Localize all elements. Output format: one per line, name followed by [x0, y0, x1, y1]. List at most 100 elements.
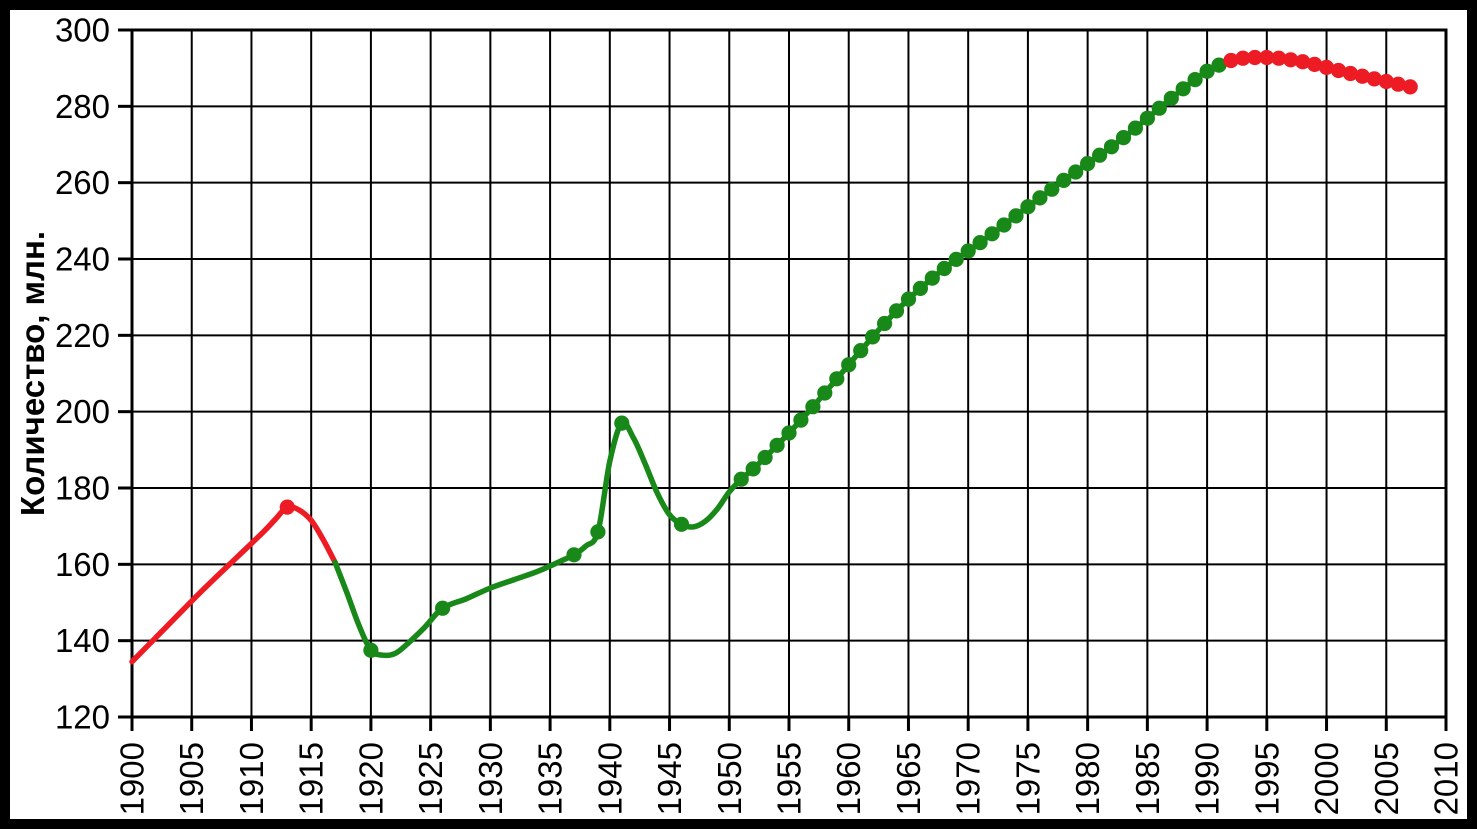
y-axis-tick-label: 280 [55, 88, 110, 125]
data-point-marker [924, 270, 940, 286]
plot-border [130, 28, 1448, 719]
x-axis-tick-label: 2010 [1428, 742, 1465, 815]
data-point-marker [733, 471, 749, 487]
x-axis-tick-label: 1945 [651, 742, 688, 815]
data-point-marker [829, 371, 845, 387]
data-point-marker [1092, 147, 1108, 163]
x-axis-tick-label: 1940 [591, 742, 628, 815]
data-point-marker [1390, 76, 1406, 92]
data-point-marker [1080, 156, 1096, 172]
data-point-marker [972, 235, 988, 251]
data-point-marker [1295, 54, 1311, 70]
data-point-marker [1223, 52, 1239, 69]
y-axis-tick-label: 220 [55, 317, 110, 354]
data-point-marker [1068, 164, 1084, 180]
data-point-marker [1366, 71, 1382, 87]
y-axis-tick-label: 200 [55, 393, 110, 430]
data-point-marker [1354, 68, 1370, 84]
data-point-marker [673, 516, 690, 532]
data-point-marker [1056, 172, 1072, 188]
data-point-marker [1307, 56, 1323, 72]
data-point-marker [1283, 52, 1299, 68]
data-point-marker [793, 412, 809, 428]
x-axis-tick-label: 1965 [890, 742, 927, 815]
data-point-marker [877, 315, 893, 332]
data-point-marker [1235, 50, 1251, 66]
data-point-marker [1044, 181, 1060, 197]
data-point-marker [1199, 63, 1215, 79]
data-point-marker [1163, 90, 1179, 106]
data-point-marker [363, 642, 379, 658]
data-point-marker [936, 260, 952, 277]
data-point-marker [1151, 100, 1167, 116]
data-point-marker [888, 303, 905, 319]
y-axis-tick-label: 240 [55, 241, 110, 278]
data-point-marker [817, 385, 833, 401]
data-point-marker [1127, 120, 1143, 136]
x-axis-tick-label: 1920 [352, 742, 389, 815]
series-line-red-early-segment-1900-1917 [129, 503, 338, 665]
data-point-marker [1318, 59, 1335, 75]
axis-ticks [118, 28, 1448, 731]
data-point-marker [841, 357, 857, 373]
data-point-marker [757, 449, 773, 466]
x-axis-tick-label: 2005 [1368, 742, 1405, 815]
data-point-marker [1402, 79, 1418, 95]
data-point-marker [1103, 139, 1120, 155]
x-axis-tick-label: 1955 [771, 742, 808, 815]
y-axis-title: Количество, млн. [14, 231, 51, 516]
data-point-marker [960, 243, 976, 259]
x-axis-tick-label: 1905 [173, 742, 210, 815]
data-point-marker [1115, 130, 1132, 146]
data-point-marker [1247, 49, 1263, 66]
data-point-marker [279, 499, 295, 515]
y-axis-tick-label: 260 [55, 164, 110, 201]
data-point-marker [769, 437, 785, 453]
data-point-marker [1342, 65, 1358, 82]
data-point-marker [996, 217, 1012, 233]
data-point-marker [781, 425, 797, 441]
data-point-marker [566, 547, 582, 563]
data-point-marker [853, 343, 869, 359]
x-axis-tick-label: 1930 [472, 742, 509, 815]
x-axis-tick-label: 1990 [1189, 742, 1226, 815]
data-point-marker [900, 291, 917, 307]
data-point-marker [984, 226, 1000, 242]
data-point-marker [948, 251, 964, 267]
data-point-marker [1187, 72, 1203, 88]
y-axis-tick-label: 160 [55, 546, 110, 583]
data-point-marker [1330, 62, 1347, 79]
data-point-marker [1139, 110, 1155, 126]
x-axis-tick-label: 1950 [711, 742, 748, 815]
data-point-marker [805, 399, 821, 415]
x-axis-tick-label: 1995 [1248, 742, 1285, 815]
data-point-marker [1271, 50, 1287, 66]
x-axis-tick-label: 1915 [293, 742, 330, 815]
y-axis-tick-label: 140 [55, 622, 110, 659]
data-point-marker [745, 461, 761, 477]
data-point-marker [1020, 199, 1036, 215]
x-axis-tick-label: 1900 [114, 742, 151, 815]
data-point-marker [1175, 81, 1191, 97]
data-point-marker [1032, 190, 1048, 206]
data-point-marker [912, 280, 929, 296]
series-markers-green-main-segment-1917-1991 [363, 57, 1227, 658]
y-axis-tick-label: 300 [55, 12, 110, 49]
x-axis-tick-label: 1980 [1069, 742, 1106, 815]
data-point-marker [1259, 49, 1275, 66]
y-axis-tick-label: 120 [55, 699, 110, 736]
data-point-marker [435, 600, 451, 616]
data-point-marker [1211, 57, 1227, 73]
x-axis-tick-label: 1975 [1009, 742, 1046, 815]
y-axis-tick-label: 180 [55, 470, 110, 507]
series-markers-red-early-segment-1900-1917 [279, 499, 295, 515]
series-markers-red-late-segment-1991-2007 [1223, 49, 1418, 95]
x-axis-tick-label: 1960 [830, 742, 867, 815]
data-point-marker [590, 524, 606, 540]
data-point-marker [865, 329, 881, 345]
x-axis-tick-label: 1910 [233, 742, 270, 815]
